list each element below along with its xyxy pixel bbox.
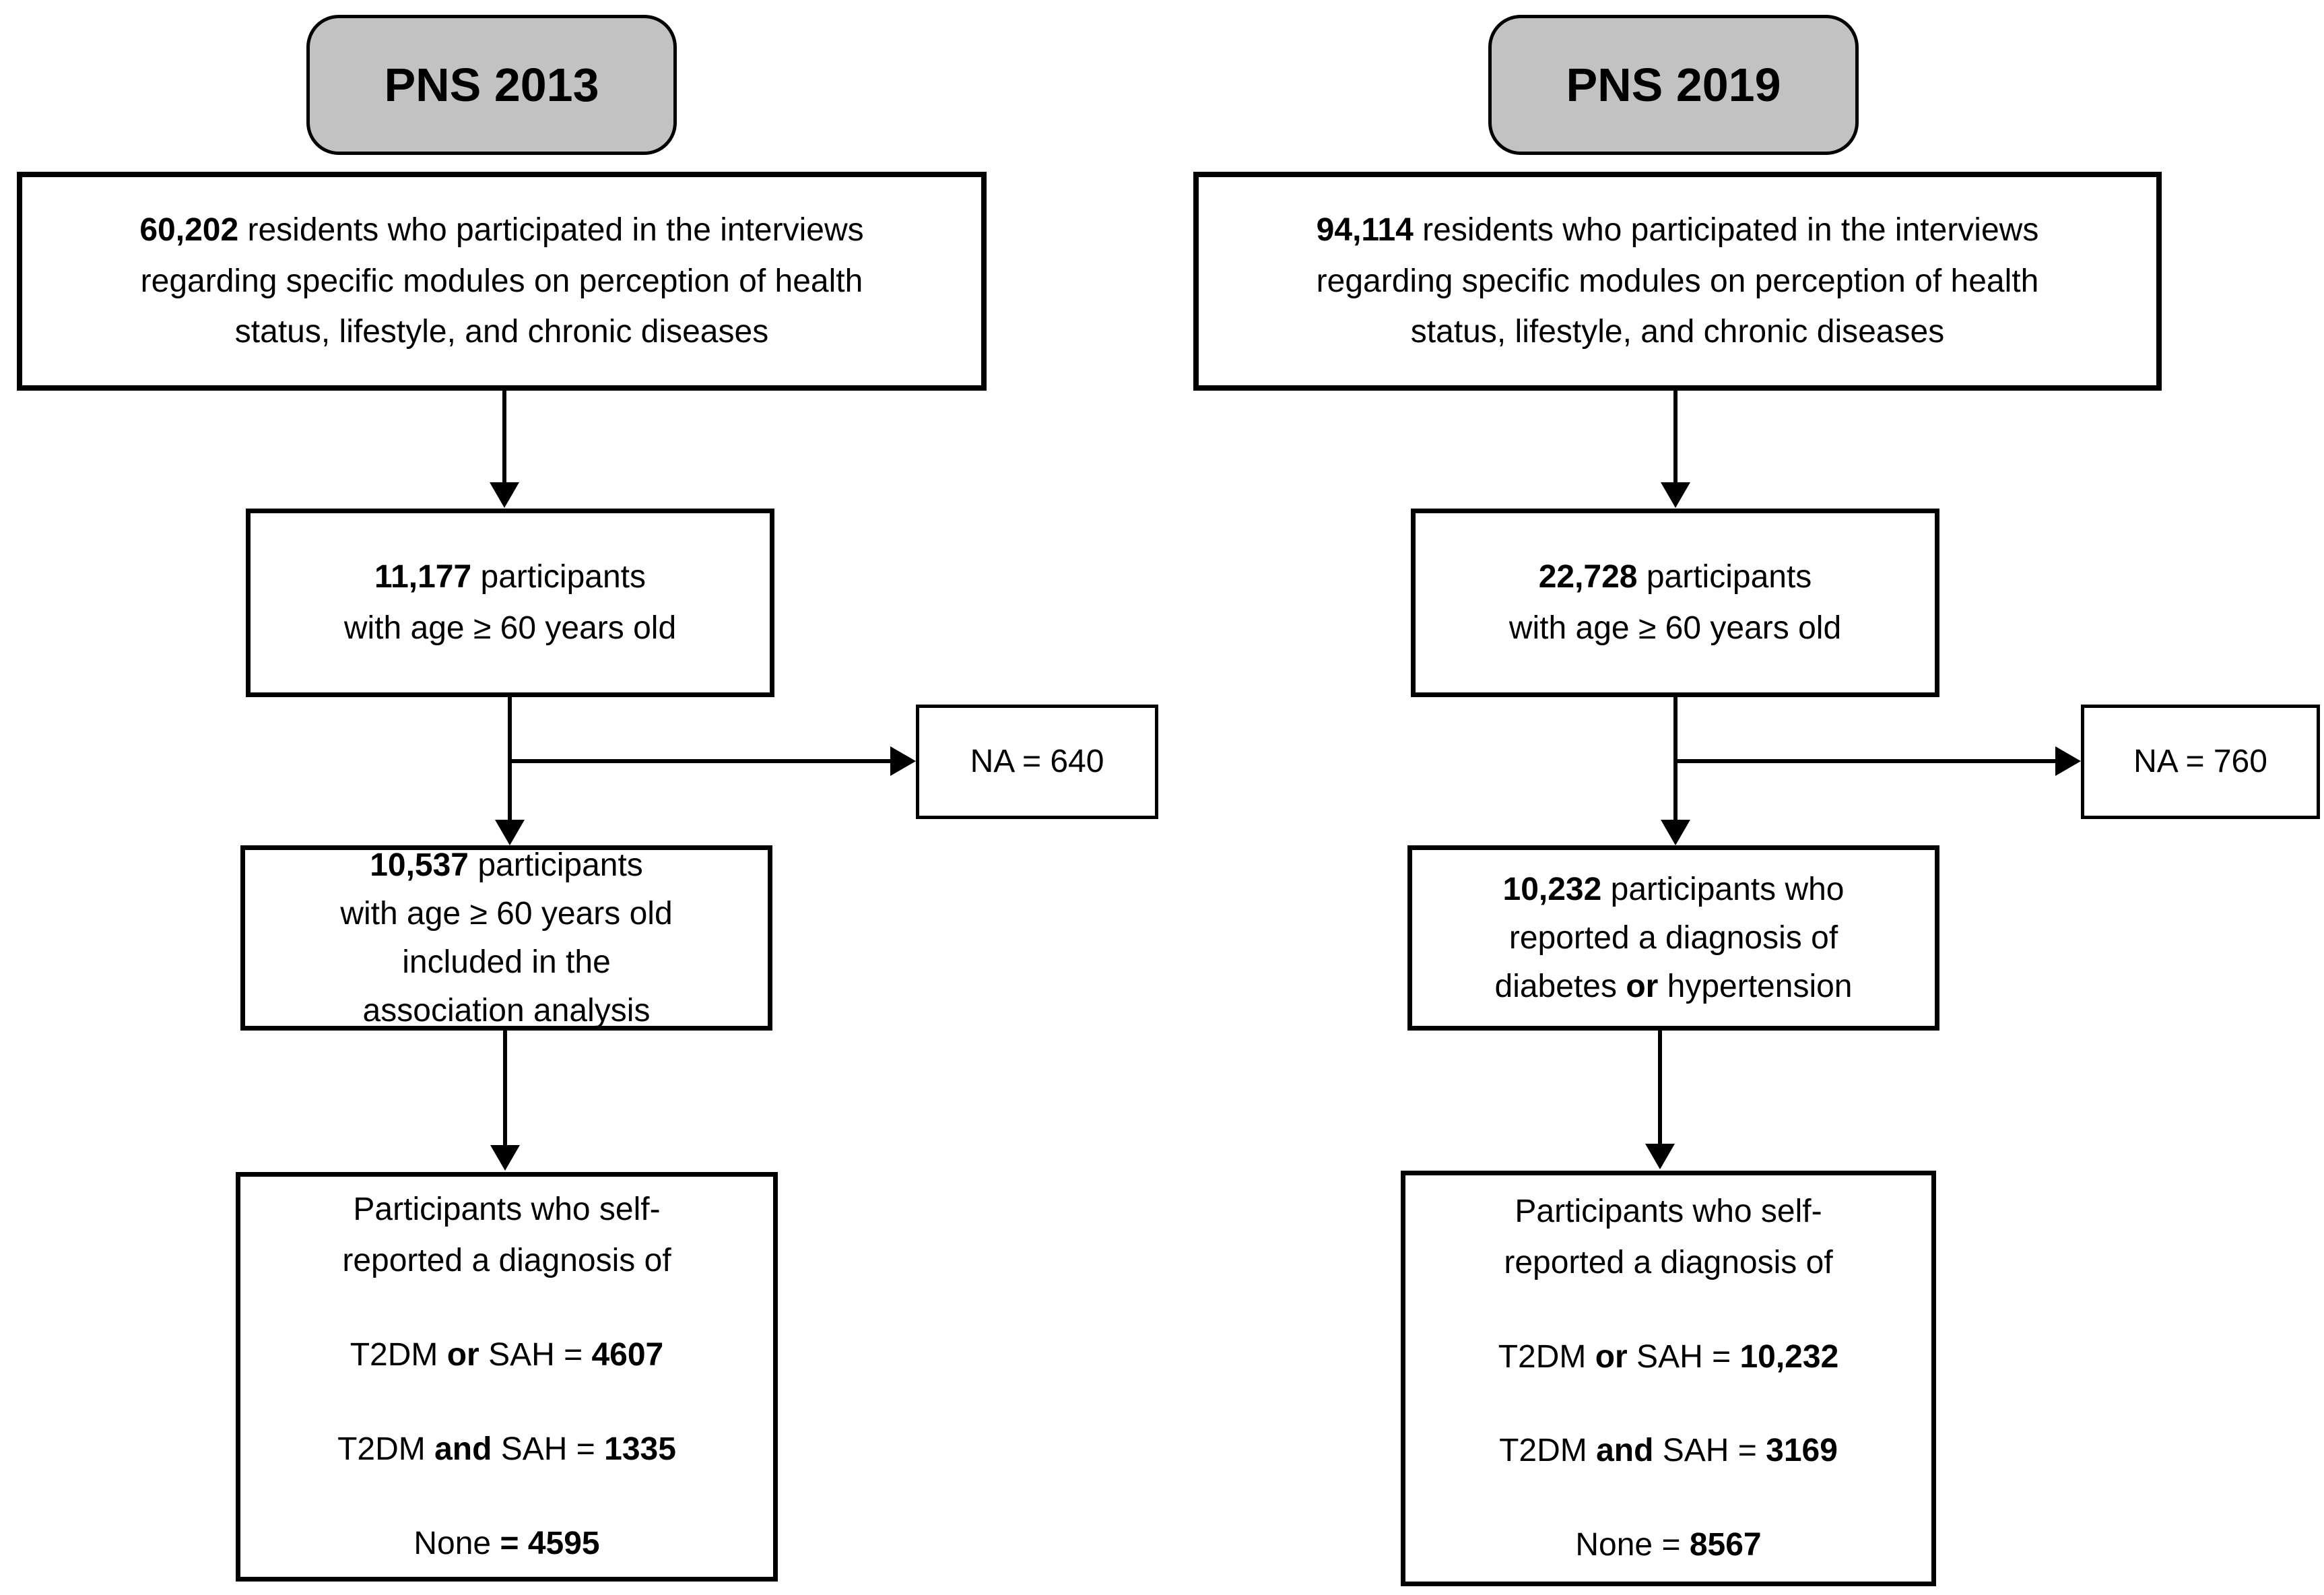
diagnosis-item-or: T2DM or SAH = 10,232 — [1498, 1338, 1839, 1375]
pns-2013-na-box: NA = 640 — [916, 705, 1158, 819]
arrow-line — [503, 1031, 507, 1146]
residents-line-1: 94,114 residents who participated in the… — [1316, 211, 2039, 248]
pns-2019-diagnosis-box: Participants who self- reported a diagno… — [1401, 1171, 1936, 1586]
included-line-3: included in the — [402, 944, 611, 980]
na-label: NA = 760 — [2133, 744, 2267, 780]
diagnosis-item-none: None = 8567 — [1575, 1527, 1762, 1563]
included-line-1: 10,537 participants — [370, 847, 643, 883]
residents-line-1: 60,202 residents who participated in the… — [139, 211, 864, 248]
included-line-3: diabetes or hypertension — [1494, 968, 1853, 1004]
diagnosis-item-none: None = 4595 — [413, 1525, 600, 1561]
arrow-down-icon — [1661, 820, 1690, 845]
age-line-1: 22,728 participants — [1538, 559, 1812, 595]
included-line-2: reported a diagnosis of — [1508, 919, 1838, 956]
pns-2013-residents-box: 60,202 residents who participated in the… — [17, 172, 987, 391]
diagnosis-intro-1: Participants who self- — [1515, 1193, 1822, 1229]
arrow-right-icon — [890, 746, 916, 776]
pns-2019-header: PNS 2019 — [1488, 15, 1859, 155]
age-line-2: with age ≥ 60 years old — [343, 610, 677, 646]
pns-2013-age-box: 11,177 participants with age ≥ 60 years … — [246, 509, 774, 697]
arrow-line — [1673, 391, 1678, 485]
branch-line — [508, 759, 895, 763]
diagnosis-intro-1: Participants who self- — [353, 1192, 661, 1228]
arrow-down-icon — [1645, 1144, 1675, 1169]
diagnosis-item-or: T2DM or SAH = 4607 — [350, 1337, 664, 1373]
arrow-down-icon — [490, 482, 519, 508]
residents-line-2: regarding specific modules on perception… — [140, 263, 863, 299]
pns-2013-diagnosis-box: Participants who self- reported a diagno… — [236, 1172, 778, 1582]
pns-2019-age-box: 22,728 participants with age ≥ 60 years … — [1411, 509, 1939, 697]
included-line-4: association analysis — [362, 992, 651, 1029]
included-line-2: with age ≥ 60 years old — [340, 895, 673, 932]
included-line-1: 10,232 participants who — [1502, 871, 1845, 907]
arrow-right-icon — [2055, 746, 2081, 776]
residents-line-3: status, lifestyle, and chronic diseases — [234, 314, 769, 350]
pns-2013-header: PNS 2013 — [306, 15, 677, 155]
pns-2013-included-box: 10,537 participants with age ≥ 60 years … — [240, 845, 772, 1031]
diagnosis-item-and: T2DM and SAH = 1335 — [337, 1431, 676, 1467]
diagnosis-item-and: T2DM and SAH = 3169 — [1499, 1433, 1838, 1469]
residents-line-3: status, lifestyle, and chronic diseases — [1410, 314, 1945, 350]
residents-line-2: regarding specific modules on perception… — [1316, 263, 2039, 299]
arrow-line — [502, 391, 506, 485]
arrow-down-icon — [1661, 482, 1690, 508]
arrow-down-icon — [490, 1145, 520, 1171]
pns-2019-residents-box: 94,114 residents who participated in the… — [1193, 172, 2162, 391]
pns-2019-na-box: NA = 760 — [2081, 705, 2320, 819]
na-label: NA = 640 — [970, 744, 1104, 780]
diagnosis-intro-2: reported a diagnosis of — [342, 1243, 671, 1279]
diagnosis-intro-2: reported a diagnosis of — [1504, 1244, 1833, 1280]
pns-2019-included-box: 10,232 participants who reported a diagn… — [1407, 845, 1939, 1031]
age-line-1: 11,177 participants — [374, 559, 646, 595]
arrow-line — [1658, 1031, 1662, 1145]
arrow-down-icon — [495, 820, 525, 845]
age-line-2: with age ≥ 60 years old — [1508, 610, 1842, 646]
branch-line — [1673, 759, 2057, 763]
